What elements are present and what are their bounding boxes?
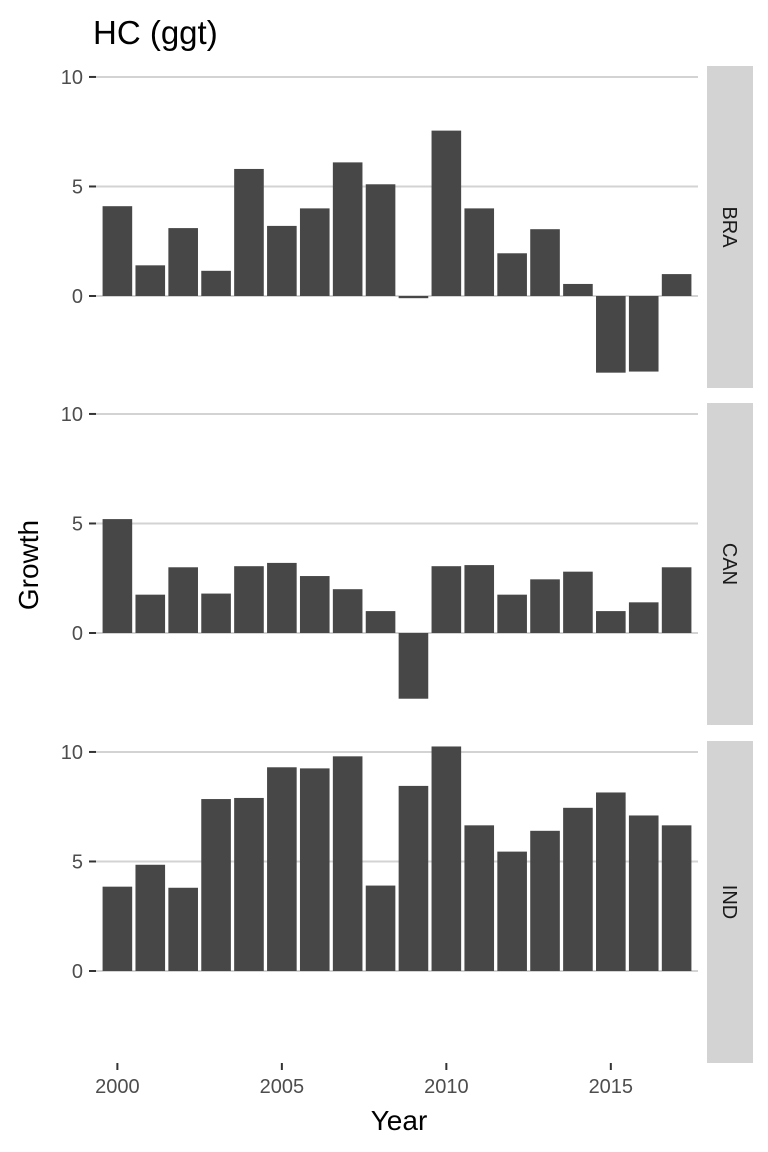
bar [661, 825, 692, 971]
x-tick-label: 2000 [95, 1076, 140, 1098]
x-axis: 2000 2005 2010 2015 [95, 1063, 633, 1098]
strip-label: BRA [718, 206, 740, 248]
bar [201, 799, 231, 971]
bar [563, 571, 593, 633]
bar [596, 296, 626, 373]
bar [464, 825, 495, 971]
y-tick-label: 0 [72, 286, 83, 308]
strip-label: CAN [718, 543, 740, 585]
bar [398, 785, 429, 971]
y-tick-label: 10 [61, 404, 83, 426]
bar [497, 594, 527, 633]
bar [234, 566, 264, 633]
bar [596, 611, 626, 633]
bar [530, 579, 560, 633]
x-tick-label: 2005 [260, 1076, 305, 1098]
bar [563, 283, 593, 296]
bar [661, 567, 692, 633]
bar [497, 253, 527, 296]
bar [398, 633, 429, 699]
y-tick-label: 0 [72, 961, 83, 983]
bar [464, 208, 495, 296]
bar [234, 168, 264, 296]
bar [365, 184, 396, 296]
bar [661, 274, 692, 296]
panel-background [96, 403, 698, 725]
bar [332, 756, 363, 971]
bar [168, 228, 198, 296]
panel-can: 0 5 10 CAN [61, 403, 753, 725]
bar [102, 206, 133, 296]
bar [201, 593, 231, 633]
bar [628, 296, 659, 372]
bar [628, 815, 659, 971]
bar [398, 296, 429, 299]
bar [431, 746, 462, 971]
bar [628, 602, 659, 633]
bar [497, 851, 527, 971]
panel-bra: 0 5 10 BRA [61, 66, 753, 388]
strip-background [707, 403, 753, 725]
bar [365, 611, 396, 633]
bar [135, 265, 166, 296]
bar [135, 864, 166, 971]
strip-background [707, 66, 753, 388]
bar [135, 594, 166, 633]
x-tick-label: 2015 [589, 1076, 634, 1098]
strip-label: IND [718, 885, 740, 919]
bar [530, 830, 560, 971]
y-tick-label: 10 [61, 742, 83, 764]
bar [201, 270, 231, 296]
bar [267, 225, 297, 296]
bar [102, 886, 133, 971]
chart-title: HC (ggt) [93, 14, 218, 51]
bar [168, 887, 198, 971]
bar [431, 566, 462, 633]
bar [431, 130, 462, 296]
bar [530, 229, 560, 296]
bar [332, 162, 363, 296]
bar [299, 576, 330, 633]
bar [267, 562, 297, 633]
y-tick-label: 5 [72, 176, 83, 198]
bar [102, 519, 133, 633]
bar [332, 589, 363, 633]
y-tick-label: 5 [72, 513, 83, 535]
strip-background [707, 741, 753, 1063]
bar [464, 565, 495, 633]
bar [596, 792, 626, 971]
x-tick-label: 2010 [424, 1076, 469, 1098]
y-tick-label: 10 [61, 67, 83, 89]
bar [299, 768, 330, 971]
bar [234, 797, 264, 971]
bar [168, 567, 198, 633]
bar [299, 208, 330, 296]
bar [267, 767, 297, 971]
y-axis-title: Growth [13, 520, 44, 610]
panel-ind: 0 5 10 IND [61, 741, 753, 1063]
y-tick-label: 5 [72, 851, 83, 873]
y-tick-label: 0 [72, 623, 83, 645]
bar [563, 807, 593, 971]
panels-group: 0 5 10 BRA 0 5 10 CAN 0 5 10 IND [61, 66, 753, 1063]
bar [365, 885, 396, 971]
x-axis-title: Year [371, 1105, 428, 1136]
